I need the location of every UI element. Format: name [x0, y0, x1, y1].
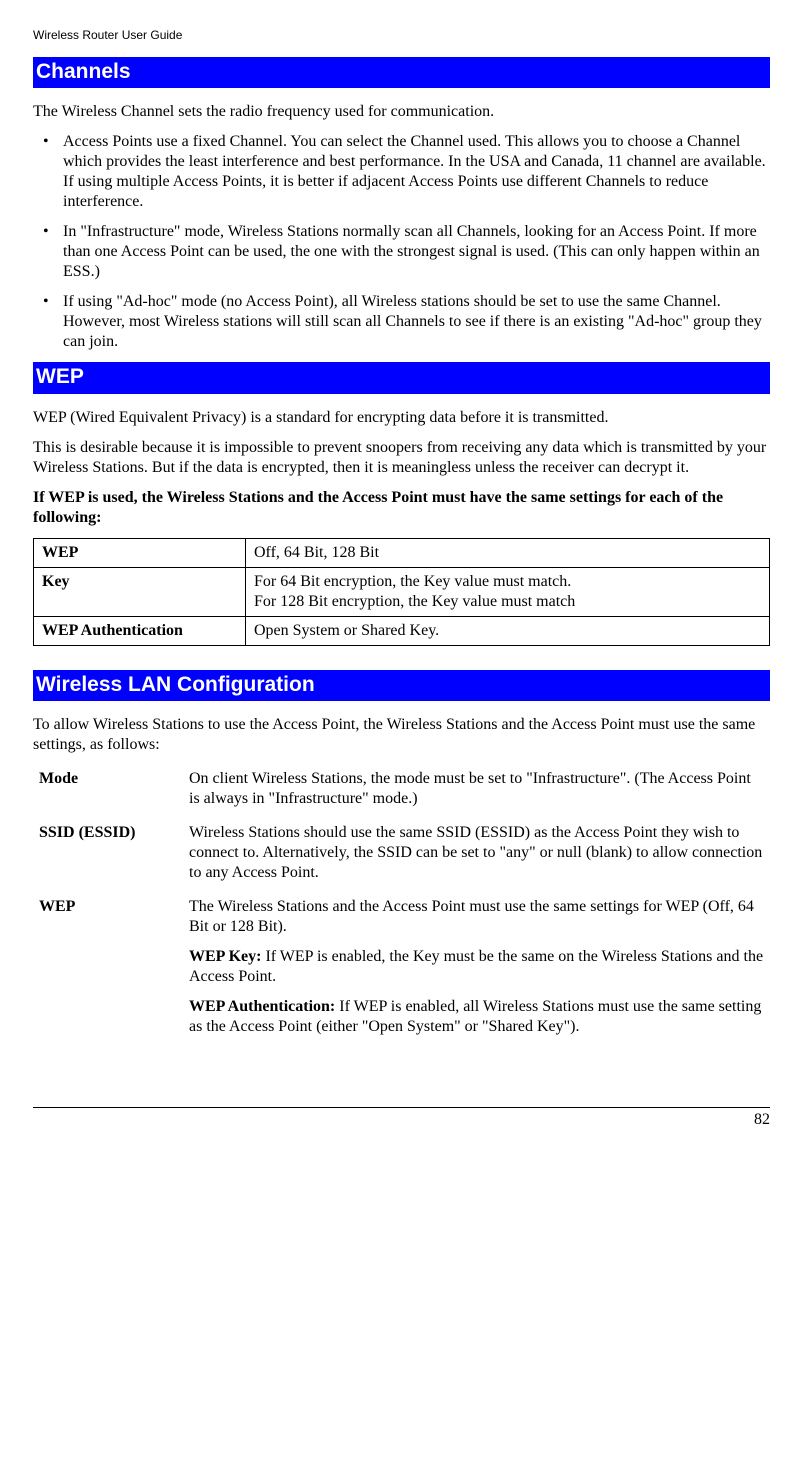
cell-label: Key — [34, 567, 246, 616]
wep-auth-label: WEP Authentication: — [189, 998, 335, 1015]
table-row: WEP Authentication Open System or Shared… — [34, 616, 770, 645]
table-row: SSID (ESSID) Wireless Stations should us… — [33, 819, 770, 893]
section-title-wep: WEP — [33, 362, 770, 393]
wep-def-key: WEP Key: If WEP is enabled, the Key must… — [189, 947, 764, 987]
cell-value: For 64 Bit encryption, the Key value mus… — [246, 567, 770, 616]
page-header: Wireless Router User Guide — [33, 28, 770, 43]
channels-bullets: Access Points use a fixed Channel. You c… — [33, 132, 770, 352]
wep-settings-table: WEP Off, 64 Bit, 128 Bit Key For 64 Bit … — [33, 538, 770, 646]
wep-p3: If WEP is used, the Wireless Stations an… — [33, 488, 770, 528]
def-body: On client Wireless Stations, the mode mu… — [183, 765, 770, 819]
table-row: WEP Off, 64 Bit, 128 Bit — [34, 538, 770, 567]
wlan-intro: To allow Wireless Stations to use the Ac… — [33, 715, 770, 755]
list-item: If using "Ad-hoc" mode (no Access Point)… — [33, 292, 770, 352]
section-title-wlan: Wireless LAN Configuration — [33, 670, 770, 701]
def-body: The Wireless Stations and the Access Poi… — [183, 893, 770, 1047]
def-term: SSID (ESSID) — [33, 819, 183, 893]
wep-def-body1: The Wireless Stations and the Access Poi… — [189, 897, 764, 937]
wep-def-auth: WEP Authentication: If WEP is enabled, a… — [189, 997, 764, 1037]
cell-label: WEP — [34, 538, 246, 567]
table-row: Mode On client Wireless Stations, the mo… — [33, 765, 770, 819]
channels-intro: The Wireless Channel sets the radio freq… — [33, 102, 770, 122]
wep-p2: This is desirable because it is impossib… — [33, 438, 770, 478]
page-number: 82 — [754, 1111, 770, 1128]
page-footer: 82 — [33, 1107, 770, 1130]
wep-key-label: WEP Key: — [189, 948, 261, 965]
wep-p1: WEP (Wired Equivalent Privacy) is a stan… — [33, 408, 770, 428]
def-term: WEP — [33, 893, 183, 1047]
def-body: Wireless Stations should use the same SS… — [183, 819, 770, 893]
wlan-defs-table: Mode On client Wireless Stations, the mo… — [33, 765, 770, 1047]
section-title-channels: Channels — [33, 57, 770, 88]
list-item: Access Points use a fixed Channel. You c… — [33, 132, 770, 212]
cell-value: Open System or Shared Key. — [246, 616, 770, 645]
def-term: Mode — [33, 765, 183, 819]
wep-key-body: If WEP is enabled, the Key must be the s… — [189, 948, 763, 985]
cell-label: WEP Authentication — [34, 616, 246, 645]
table-row: Key For 64 Bit encryption, the Key value… — [34, 567, 770, 616]
cell-value: Off, 64 Bit, 128 Bit — [246, 538, 770, 567]
list-item: In "Infrastructure" mode, Wireless Stati… — [33, 222, 770, 282]
table-row: WEP The Wireless Stations and the Access… — [33, 893, 770, 1047]
